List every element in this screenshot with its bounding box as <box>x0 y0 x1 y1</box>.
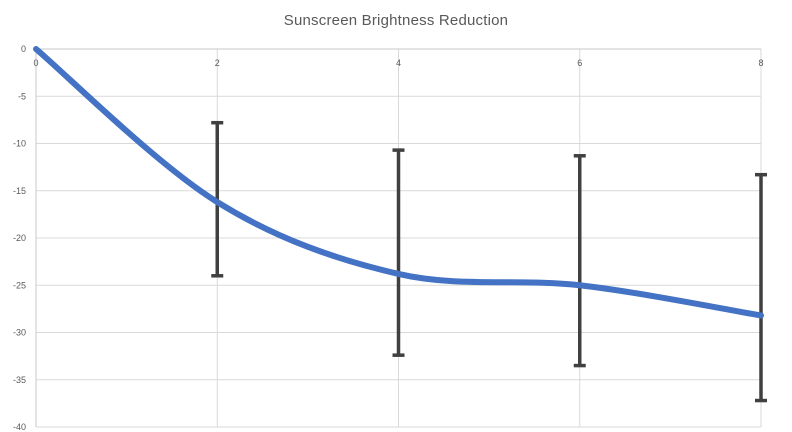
series-lines <box>33 46 764 319</box>
y-tick-labels: 0 -5 -10 -15 -20 -25 -30 -35 -40 <box>13 44 26 432</box>
error-bar <box>392 148 405 357</box>
error-bars <box>211 120 767 403</box>
y-tick-label: -35 <box>13 375 26 385</box>
x-tick-labels: 0 2 4 6 8 <box>33 58 763 68</box>
y-tick-label: -5 <box>18 91 26 101</box>
y-tick-label: -40 <box>13 422 26 432</box>
y-tick-label: -25 <box>13 280 26 290</box>
y-tick-label: -30 <box>13 328 26 338</box>
y-tick-label: -20 <box>13 233 26 243</box>
axes <box>35 48 761 427</box>
x-tick-label: 0 <box>33 58 38 68</box>
y-tick-label: -10 <box>13 139 26 149</box>
x-tick-label: 6 <box>577 58 582 68</box>
x-tick-label: 4 <box>396 58 401 68</box>
x-tick-label: 2 <box>215 58 220 68</box>
y-tick-label: -15 <box>13 186 26 196</box>
chart-title: Sunscreen Brightness Reduction <box>283 12 509 29</box>
y-tick-label: 0 <box>21 44 26 54</box>
error-bar <box>755 172 767 403</box>
x-tick-label: 8 <box>758 58 763 68</box>
error-bar <box>573 154 586 368</box>
series-line <box>33 46 764 319</box>
